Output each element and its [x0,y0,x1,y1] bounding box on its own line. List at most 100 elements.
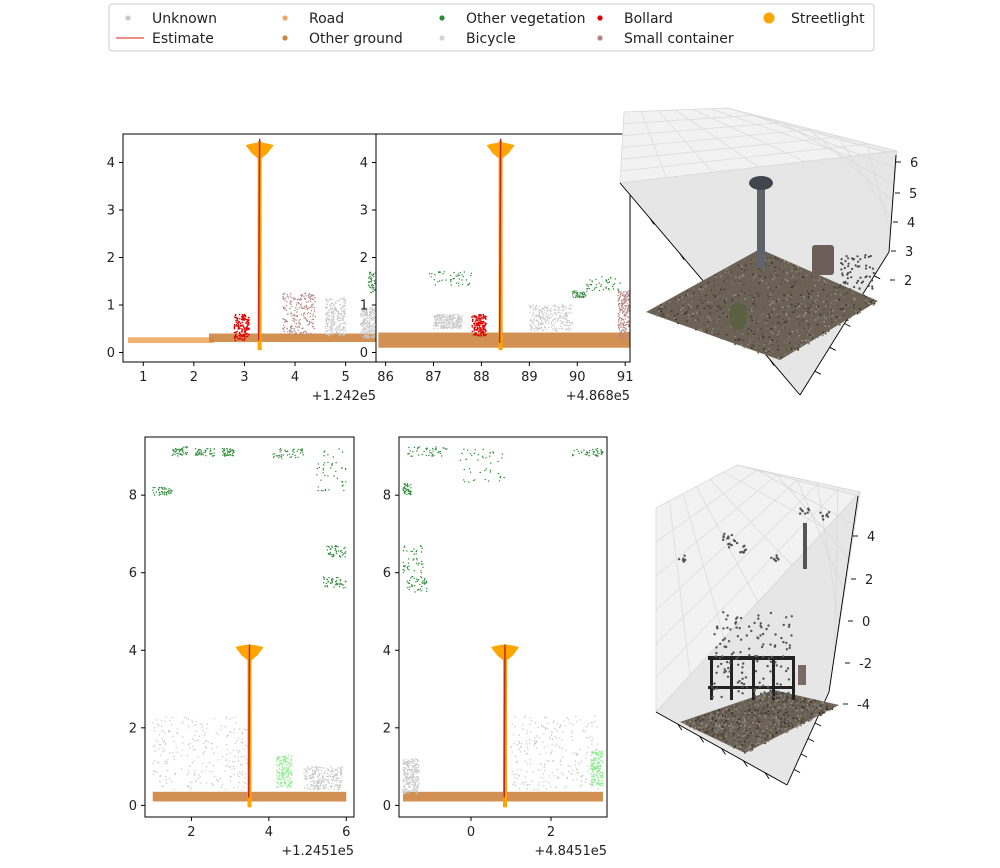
vegetation-point [432,450,434,452]
unknown-point [539,309,541,311]
unknown-point [216,779,219,781]
vegetation-point [456,282,458,284]
cloud-point [682,305,684,307]
unknown-point [369,317,371,319]
unknown-point [530,329,532,332]
unknown-point [338,299,340,302]
container-point [282,327,284,330]
unknown-point [191,721,194,723]
cloud-point [797,349,799,351]
unknown-point [220,729,222,731]
cloud-point [711,306,713,308]
cloud-point [834,292,837,295]
unknown-point [204,751,206,753]
container-point [298,320,300,322]
unknown-point [572,769,574,772]
unknown-point [402,778,405,781]
vegetation-point [196,452,198,454]
vegetation-point [168,488,170,490]
vegetation-point [277,455,279,457]
unknown-point [372,328,375,331]
vegetation-point [479,471,481,474]
container-point [312,322,314,324]
vegetation-point [341,467,343,469]
unknown-point [594,715,596,717]
unknown-point [329,308,331,311]
bollard-point [235,321,238,324]
bollard-point [233,323,236,326]
vegetation-point [596,447,599,450]
unknown-point [328,304,331,306]
unknown-point [219,777,221,780]
cloud-point [668,301,671,303]
vegetation-point [430,276,432,278]
unknown-point [374,321,376,324]
vegetation-point [278,457,280,459]
vegetation-point [473,452,476,455]
bollard-point [484,334,486,337]
unknown-point [581,784,583,786]
cloud-point [786,280,789,282]
unknown-point [557,319,559,322]
unknown-point [233,768,236,770]
unknown-point [237,786,239,788]
container-point [624,291,626,293]
unknown-point [455,323,458,325]
unknown-point [452,323,455,325]
cloud-point [692,312,694,315]
cloud-point [764,276,767,279]
unknown-point [304,775,306,777]
light-vegetation-point [285,772,288,774]
cloud-point [775,331,777,334]
vegetation-point [275,455,277,457]
container-point [312,303,315,305]
unknown-point [453,321,455,323]
cloud-point [778,328,780,331]
container-point [623,301,625,303]
cloud-point [790,282,792,285]
cloud-point [725,313,728,316]
unknown-point [450,321,452,323]
vegetation-point [467,449,469,451]
container-point [621,303,624,306]
unknown-point [558,327,560,330]
cloud-point [793,310,795,313]
unknown-point [332,775,334,778]
container-point [623,299,625,301]
unknown-point [444,325,446,327]
unknown-point [320,772,322,775]
vegetation-point [484,469,486,472]
unknown-point [437,317,439,320]
container-point [284,319,286,321]
unknown-point [327,788,329,790]
container-point [290,328,293,330]
unknown-point [544,769,546,771]
unknown-point [193,760,195,762]
vegetation-point [404,491,406,493]
unknown-point [556,723,559,725]
unknown-point [535,326,538,328]
cloud-point [803,307,805,309]
vegetation-point [343,489,345,492]
cloud-point [761,351,763,354]
container-point [289,332,291,335]
vegetation-point [413,570,416,572]
light-vegetation-point [602,782,604,785]
cloud-point [712,293,715,296]
unknown-point [369,312,371,314]
unknown-point [416,786,418,789]
unknown-point [333,320,335,323]
vegetation-point [420,570,422,572]
light-vegetation-point [596,771,598,773]
unknown-point [516,760,518,763]
vegetation-point [595,454,597,456]
vegetation-point [183,446,185,448]
unknown-point [562,774,565,776]
unknown-point [305,771,307,773]
vegetation-point [166,491,168,493]
container-point [624,329,626,331]
cloud-point [783,311,785,313]
vegetation-point [174,451,176,453]
cloud-point [813,306,815,308]
cloud-point [833,284,835,287]
